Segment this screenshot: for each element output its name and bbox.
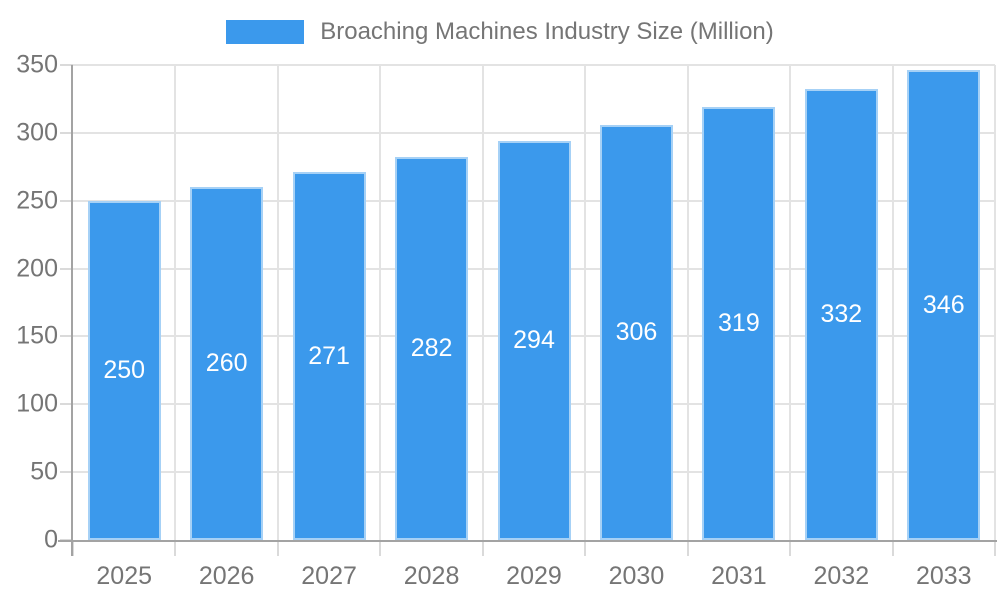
y-axis-tick-mark [60,199,73,202]
bar: 332 [804,89,878,540]
bar-value-label: 294 [513,326,555,354]
y-axis-tick-mark [60,403,73,406]
y-axis-tick-mark [60,471,73,474]
x-tick-label: 2025 [96,562,153,590]
x-tick-label: 2030 [608,562,665,590]
y-tick-label: 50 [30,457,58,486]
y-tick-label: 300 [16,118,58,147]
x-tick-label: 2032 [813,562,870,590]
x-tick-label: 2028 [403,562,460,590]
x-axis-tick-mark [891,540,894,556]
bar-value-label: 271 [308,341,350,370]
x-tick-label: 2033 [915,562,972,590]
legend-swatch [226,20,305,44]
x-tick-label: 2031 [711,562,767,590]
gridline-horizontal [73,64,995,66]
bar: 294 [497,141,571,540]
gridline-vertical [891,65,894,540]
x-axis-tick-mark [481,540,484,556]
gridline-vertical [276,65,279,540]
gridline-vertical [174,65,177,540]
chart-title: Broaching Machines Industry Size (Millio… [320,18,774,45]
gridline-vertical [379,65,382,540]
x-tick-label: 2029 [506,562,562,590]
y-axis-tick-mark [60,335,73,338]
x-axis-tick-mark [994,540,996,556]
gridline-vertical [584,65,587,540]
gridline-vertical [481,65,484,540]
legend: Broaching Machines Industry Size (Millio… [0,17,1000,47]
bar-value-label: 332 [820,300,863,329]
plot-area: 0 50 100 150 200 250 300 350 250 2025 260 2026 271 20… [16,51,997,590]
x-axis-tick-mark [174,540,177,556]
bar: 250 [87,200,161,540]
x-axis-tick-mark [584,540,587,556]
bar: 260 [190,187,264,540]
y-axis-tick-mark [60,64,73,66]
gridline-vertical [994,65,996,540]
x-tick-label: 2027 [301,562,357,590]
y-tick-label: 150 [16,321,58,350]
bar-value-label: 282 [410,334,453,363]
x-axis-tick-mark [379,540,382,556]
gridline-vertical [686,65,689,540]
y-axis-tick-mark [60,131,73,134]
bar: 346 [907,70,981,540]
gridline-vertical [789,65,792,540]
x-axis-tick-mark [789,540,792,556]
x-axis-line [58,540,997,542]
y-axis-line [71,65,73,556]
y-tick-label: 350 [16,50,58,79]
gridline-horizontal [73,131,995,134]
bar-value-label: 346 [922,290,965,319]
y-tick-label: 0 [44,525,58,554]
bar: 306 [599,124,673,540]
x-axis-tick-mark [72,540,74,556]
bar: 282 [395,157,469,540]
x-axis-tick-mark [686,540,689,556]
bar-value-label: 319 [718,309,760,338]
bar-value-label: 260 [205,349,248,378]
bar-value-label: 306 [615,317,658,346]
bar: 271 [292,172,366,540]
x-tick-label: 2026 [198,562,255,590]
y-tick-label: 200 [16,254,58,283]
bar: 319 [702,107,776,540]
y-axis-tick-mark [60,267,73,270]
y-tick-label: 100 [16,389,58,418]
x-axis-tick-mark [276,540,279,556]
y-tick-label: 250 [16,186,58,215]
bar-value-label: 250 [103,355,146,384]
